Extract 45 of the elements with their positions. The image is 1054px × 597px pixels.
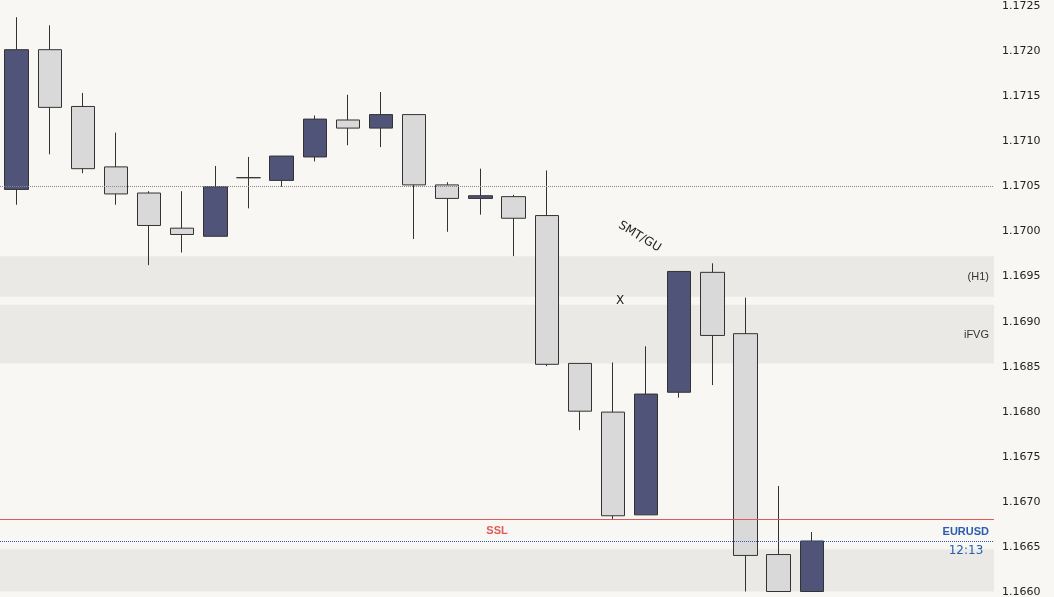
- candlestick: [568, 362, 592, 431]
- candlestick: [634, 345, 658, 516]
- ref-line-label: SSL: [486, 523, 508, 536]
- candlestick: [4, 16, 29, 206]
- candlestick: [601, 362, 625, 520]
- candlestick: [369, 91, 393, 148]
- y-tick-label: 1.1695: [1002, 269, 1041, 283]
- y-tick-label: 1.1720: [1002, 44, 1041, 58]
- y-tick-label: 1.1700: [1002, 224, 1041, 238]
- y-tick-label: 1.1690: [1002, 314, 1041, 328]
- ref-line-label: EURUSD: [942, 524, 990, 537]
- y-tick-label: 1.1665: [1002, 539, 1041, 553]
- candlestick: [435, 181, 459, 233]
- candlestick: [303, 114, 327, 162]
- annotation: 12:13: [948, 543, 984, 557]
- candlestick: [800, 531, 824, 592]
- y-tick-label: 1.1705: [1002, 179, 1041, 193]
- annotation: X: [615, 293, 625, 307]
- y-tick-label: 1.1660: [1002, 585, 1041, 597]
- band-label: iFVG: [963, 328, 989, 341]
- y-tick-label: 1.1680: [1002, 404, 1041, 418]
- y-tick-label: 1.1675: [1002, 449, 1041, 463]
- candlestick: [501, 194, 526, 257]
- candlestick: [733, 297, 758, 592]
- candlestick: [137, 190, 161, 266]
- candlestick: [104, 132, 128, 206]
- candlestick: [38, 24, 62, 155]
- candlestick: [402, 114, 426, 240]
- candlestick: [71, 92, 95, 174]
- y-tick-label: 1.1685: [1002, 359, 1041, 373]
- y-tick-label: 1.1725: [1002, 0, 1041, 12]
- y-tick-label: 1.1670: [1002, 494, 1041, 508]
- candlestick: [468, 168, 493, 216]
- candlestick: [667, 270, 691, 399]
- candlestick: [170, 190, 194, 254]
- candlestick: [700, 262, 725, 386]
- candlestick: [766, 485, 791, 592]
- candlestick: [236, 156, 261, 209]
- candlestick: [535, 169, 559, 367]
- candlestick: [269, 155, 294, 188]
- candlestick: [203, 165, 228, 237]
- band-label: (H1): [967, 270, 989, 283]
- y-tick-label: 1.1710: [1002, 134, 1041, 148]
- y-tick-label: 1.1715: [1002, 89, 1041, 103]
- candlestick: [336, 94, 360, 146]
